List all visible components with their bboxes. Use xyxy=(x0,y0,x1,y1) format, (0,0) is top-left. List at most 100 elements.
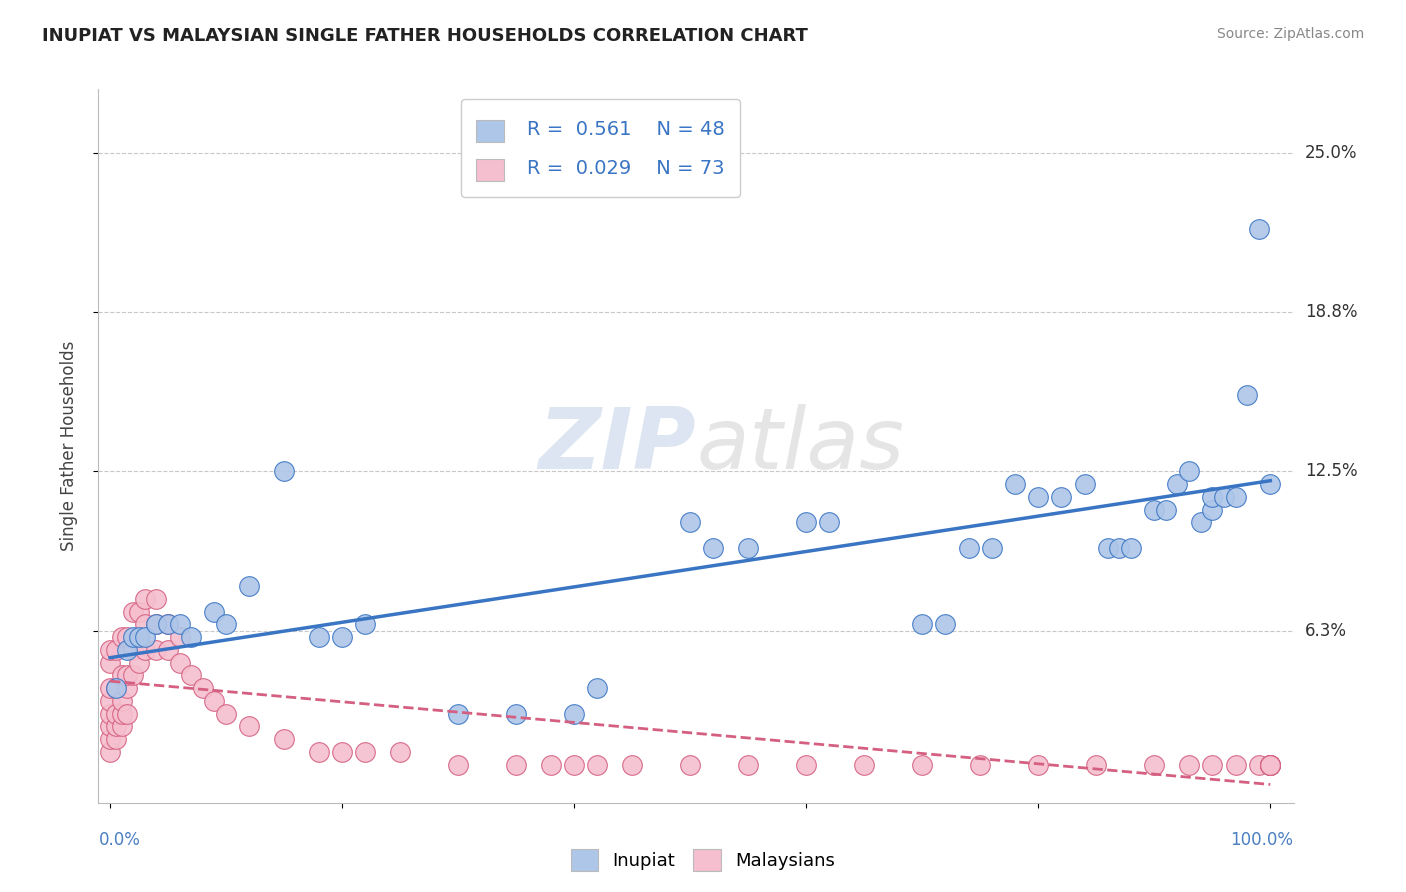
Point xyxy=(204,694,226,708)
Point xyxy=(562,706,585,721)
Point xyxy=(238,579,260,593)
Point xyxy=(794,757,817,772)
Point xyxy=(122,668,145,682)
Point xyxy=(540,757,562,772)
Point xyxy=(1178,757,1201,772)
Point xyxy=(145,591,167,606)
Point xyxy=(980,541,1002,555)
Text: 12.5%: 12.5% xyxy=(1305,462,1357,481)
Point xyxy=(104,719,127,733)
Point xyxy=(134,630,156,644)
Point xyxy=(308,745,330,759)
Point xyxy=(737,757,759,772)
Point xyxy=(215,706,238,721)
Point xyxy=(1258,757,1281,772)
Point xyxy=(1119,541,1142,555)
Point xyxy=(1247,222,1270,236)
Point xyxy=(505,757,527,772)
Point xyxy=(111,630,134,644)
Point xyxy=(308,630,330,644)
Point xyxy=(447,757,470,772)
Point xyxy=(1085,757,1108,772)
Point xyxy=(1201,502,1223,516)
Point xyxy=(1108,541,1130,555)
Point xyxy=(98,694,121,708)
Point xyxy=(117,668,139,682)
Point xyxy=(104,643,127,657)
Point xyxy=(145,617,167,632)
Point xyxy=(1258,757,1281,772)
Point xyxy=(1097,541,1119,555)
Point xyxy=(128,630,150,644)
Point xyxy=(1154,502,1177,516)
Text: atlas: atlas xyxy=(696,404,904,488)
Point xyxy=(180,630,202,644)
Point xyxy=(180,668,202,682)
Y-axis label: Single Father Households: Single Father Households xyxy=(59,341,77,551)
Point xyxy=(354,745,377,759)
Point xyxy=(273,465,295,479)
Point xyxy=(157,617,180,632)
Point xyxy=(169,656,191,670)
Point xyxy=(1247,757,1270,772)
Point xyxy=(134,617,156,632)
Point xyxy=(215,617,238,632)
Point xyxy=(330,630,353,644)
Point xyxy=(1258,757,1281,772)
Point xyxy=(117,630,139,644)
Point xyxy=(679,516,702,530)
Point xyxy=(128,630,150,644)
Point xyxy=(122,643,145,657)
Point xyxy=(1258,757,1281,772)
Text: INUPIAT VS MALAYSIAN SINGLE FATHER HOUSEHOLDS CORRELATION CHART: INUPIAT VS MALAYSIAN SINGLE FATHER HOUSE… xyxy=(42,27,808,45)
Point xyxy=(818,516,841,530)
Point xyxy=(389,745,412,759)
Text: ZIP: ZIP xyxy=(538,404,696,488)
Point xyxy=(98,732,121,747)
Point xyxy=(98,681,121,695)
Point xyxy=(911,757,934,772)
Point xyxy=(1026,490,1049,504)
Point xyxy=(1178,465,1201,479)
Point xyxy=(562,757,585,772)
Point xyxy=(702,541,724,555)
Point xyxy=(111,719,134,733)
Point xyxy=(1166,477,1188,491)
Point xyxy=(1212,490,1234,504)
Point xyxy=(134,591,156,606)
Point xyxy=(1225,490,1247,504)
Legend: R =  0.561    N = 48, R =  0.029    N = 73: R = 0.561 N = 48, R = 0.029 N = 73 xyxy=(461,99,740,197)
Point xyxy=(505,706,527,721)
Point xyxy=(1258,757,1281,772)
Point xyxy=(794,516,817,530)
Point xyxy=(354,617,377,632)
Point xyxy=(191,681,214,695)
Point xyxy=(117,706,139,721)
Point xyxy=(134,643,156,657)
Point xyxy=(586,757,609,772)
Point xyxy=(98,656,121,670)
Point xyxy=(911,617,934,632)
Point xyxy=(117,681,139,695)
Point xyxy=(1225,757,1247,772)
Point xyxy=(104,732,127,747)
Point xyxy=(111,668,134,682)
Point xyxy=(145,643,167,657)
Point xyxy=(128,605,150,619)
Point xyxy=(238,719,260,733)
Legend: Inupiat, Malaysians: Inupiat, Malaysians xyxy=(564,842,842,879)
Point xyxy=(853,757,876,772)
Point xyxy=(98,706,121,721)
Point xyxy=(104,706,127,721)
Point xyxy=(128,656,150,670)
Text: Source: ZipAtlas.com: Source: ZipAtlas.com xyxy=(1216,27,1364,41)
Point xyxy=(104,681,127,695)
Point xyxy=(934,617,956,632)
Point xyxy=(98,745,121,759)
Point xyxy=(273,732,295,747)
Point xyxy=(969,757,991,772)
Point xyxy=(1143,757,1166,772)
Point xyxy=(122,630,145,644)
Point xyxy=(157,617,180,632)
Point xyxy=(330,745,353,759)
